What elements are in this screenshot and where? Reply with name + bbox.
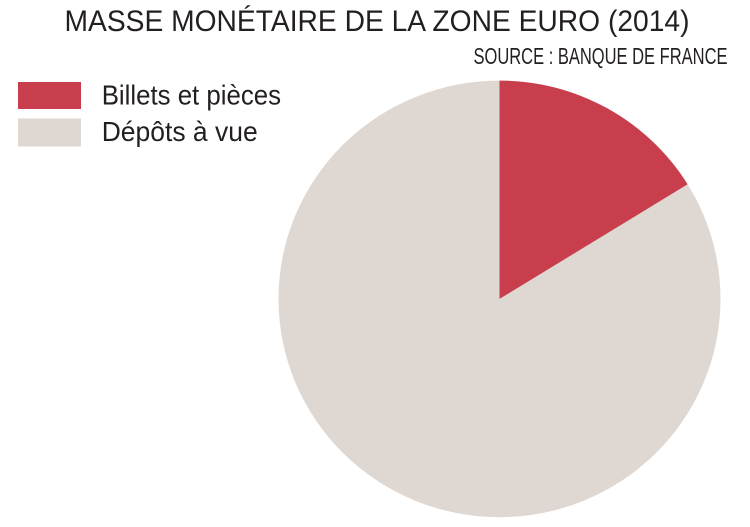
svg-text:Billets et pièces: Billets et pièces <box>102 79 281 110</box>
svg-text:SOURCE : BANQUE DE FRANCE: SOURCE : BANQUE DE FRANCE <box>474 43 728 69</box>
svg-text:MASSE MONÉTAIRE DE LA ZONE EUR: MASSE MONÉTAIRE DE LA ZONE EURO (2014) <box>65 5 690 38</box>
svg-text:Dépôts à vue: Dépôts à vue <box>102 116 258 147</box>
